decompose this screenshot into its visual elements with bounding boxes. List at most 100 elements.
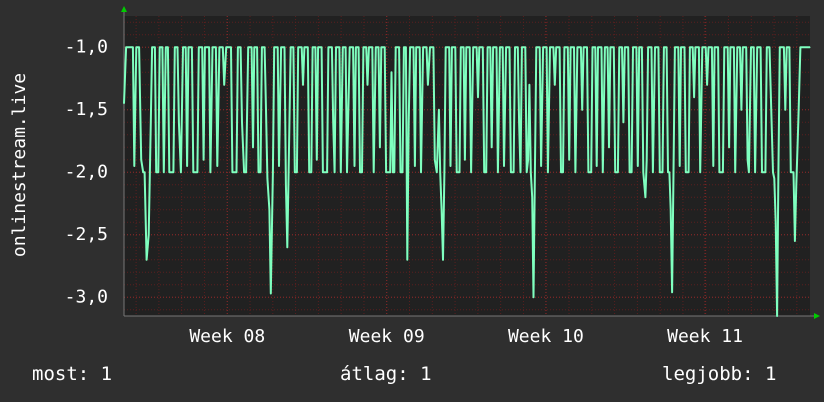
- data-point: [327, 46, 329, 48]
- data-point: [405, 46, 407, 48]
- data-point: [445, 46, 447, 48]
- data-point: [178, 121, 180, 123]
- data-point: [694, 46, 697, 48]
- data-point: [672, 171, 675, 173]
- data-point: [241, 121, 243, 123]
- data-point: [161, 46, 163, 48]
- data-point: [201, 46, 203, 48]
- data-point: [476, 46, 478, 48]
- data-point: [478, 46, 480, 48]
- x-tick-label: Week 10: [508, 326, 584, 347]
- data-point: [371, 46, 373, 48]
- data-point: [641, 46, 643, 48]
- data-point: [353, 165, 356, 167]
- data-point: [245, 171, 247, 173]
- data-point: [685, 171, 687, 173]
- data-point: [485, 171, 487, 173]
- data-point: [776, 315, 778, 317]
- data-point: [705, 46, 707, 48]
- data-point: [722, 171, 724, 173]
- data-point: [586, 46, 588, 48]
- data-point: [483, 171, 485, 173]
- data-point: [368, 46, 370, 48]
- data-point: [390, 71, 393, 73]
- data-point: [555, 46, 557, 48]
- data-point: [222, 46, 224, 48]
- data-point: [142, 171, 144, 173]
- data-point: [531, 196, 533, 198]
- data-point: [362, 46, 364, 48]
- data-point: [252, 146, 254, 148]
- data-point: [750, 46, 752, 48]
- data-point: [297, 46, 299, 48]
- y-tick-label: -2,5: [65, 224, 108, 245]
- data-point: [290, 46, 292, 48]
- chart-svg: -1,0-1,5-2,0-2,5-3,0 Week 08 Week 09 Week …: [9, 6, 820, 347]
- data-point: [316, 159, 318, 161]
- data-point: [693, 96, 695, 98]
- data-point: [574, 171, 577, 173]
- data-point: [237, 46, 239, 48]
- data-point: [794, 240, 796, 242]
- data-point: [668, 171, 671, 173]
- data-point: [552, 46, 555, 48]
- data-point: [352, 46, 354, 48]
- data-point: [172, 171, 174, 173]
- data-point: [614, 171, 616, 173]
- legend-current: most: 1: [32, 363, 113, 385]
- data-point: [518, 121, 520, 123]
- data-point: [567, 46, 569, 48]
- data-point: [635, 46, 638, 48]
- data-point: [699, 171, 701, 173]
- data-point: [698, 46, 700, 48]
- data-point: [674, 46, 676, 48]
- data-point: [779, 46, 781, 48]
- data-point: [395, 46, 397, 48]
- data-point: [706, 84, 708, 86]
- data-point: [604, 46, 606, 48]
- data-point: [301, 46, 303, 48]
- y-axis-label: onlinestream.live: [9, 73, 30, 257]
- data-point: [727, 46, 729, 48]
- data-point: [140, 159, 142, 161]
- data-point: [521, 46, 523, 48]
- data-point: [701, 46, 703, 48]
- data-point: [251, 46, 253, 48]
- data-point: [266, 177, 268, 180]
- data-point: [460, 46, 462, 48]
- data-point: [707, 46, 710, 48]
- data-point: [223, 84, 225, 86]
- data-point: [302, 84, 304, 86]
- data-point: [442, 259, 444, 261]
- data-point: [519, 171, 522, 173]
- data-point: [432, 46, 434, 48]
- x-tick-label: Week 09: [349, 326, 425, 347]
- data-point: [216, 165, 218, 167]
- data-point: [581, 109, 583, 111]
- data-point: [331, 46, 333, 48]
- data-point: [196, 171, 198, 173]
- data-point: [754, 171, 756, 173]
- y-tick-label: -1,5: [65, 99, 108, 120]
- data-point: [609, 46, 612, 48]
- data-point: [624, 46, 626, 48]
- data-point: [259, 171, 262, 173]
- data-point: [155, 171, 157, 173]
- data-point: [502, 46, 504, 48]
- data-point: [470, 171, 472, 173]
- data-point: [384, 46, 386, 48]
- data-point: [133, 165, 135, 167]
- data-point: [646, 159, 648, 161]
- data-point: [456, 171, 458, 173]
- data-point: [235, 171, 238, 173]
- data-point: [204, 46, 206, 48]
- data-point: [308, 171, 310, 173]
- data-point: [679, 165, 681, 167]
- data-point: [307, 46, 309, 48]
- data-point: [408, 121, 410, 123]
- data-point: [261, 46, 263, 48]
- data-point: [768, 46, 771, 48]
- data-point: [756, 46, 758, 48]
- data-point: [273, 46, 275, 48]
- data-point: [650, 46, 653, 48]
